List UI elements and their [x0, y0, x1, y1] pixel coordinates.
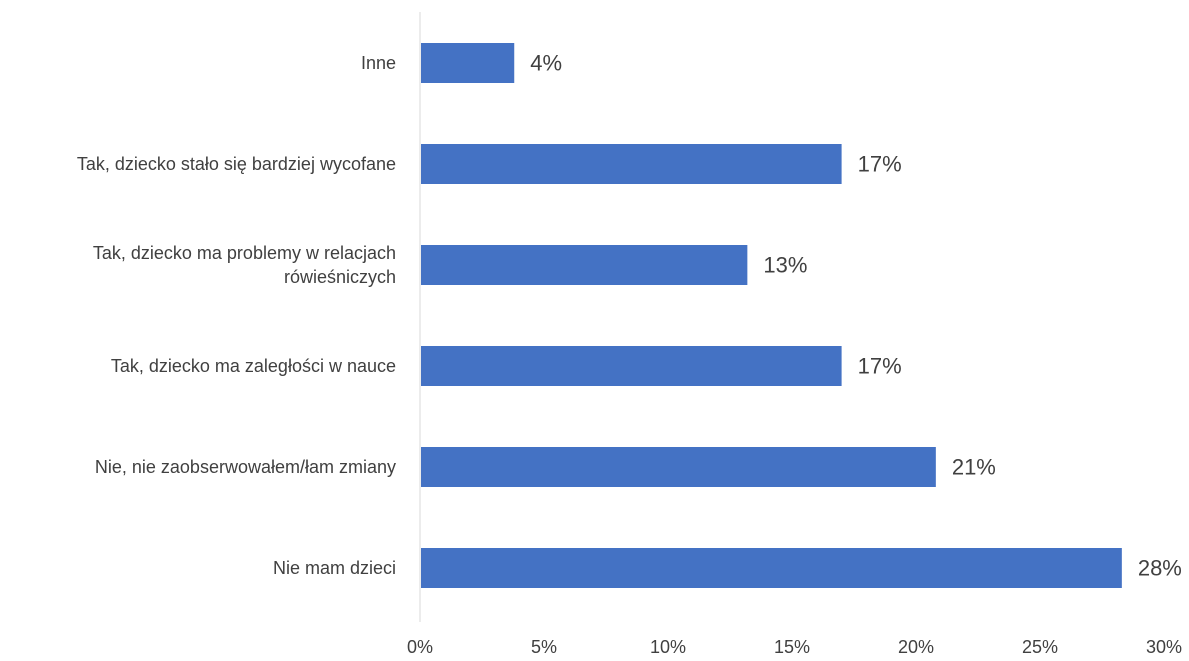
bar [421, 548, 1122, 588]
data-label: 21% [952, 455, 996, 480]
bar [421, 346, 842, 386]
x-tick-label: 20% [898, 637, 934, 657]
x-tick-label: 25% [1022, 637, 1058, 657]
bar [421, 447, 936, 487]
category-label: Tak, dziecko ma zaległości w nauce [111, 356, 396, 376]
category-labels: Inne Tak, dziecko stało się bardziej wyco… [77, 53, 396, 578]
category-label: Tak, dziecko stało się bardziej wycofane [77, 154, 396, 174]
category-label-line: Nie mam dzieci [273, 558, 396, 578]
category-label: Nie mam dzieci [273, 558, 396, 578]
category-label-line: Tak, dziecko stało się bardziej wycofane [77, 154, 396, 174]
category-label-line: Tak, dziecko ma problemy w relacjach [93, 243, 396, 263]
data-label: 28% [1138, 556, 1182, 581]
category-label-line: Inne [361, 53, 396, 73]
x-tick-label: 0% [407, 637, 433, 657]
x-tick-label: 30% [1146, 637, 1182, 657]
data-label: 17% [858, 354, 902, 379]
x-axis-tick-labels: 0% 5% 10% 15% 20% 25% 30% [407, 637, 1182, 657]
x-tick-label: 5% [531, 637, 557, 657]
x-tick-label: 15% [774, 637, 810, 657]
category-label-line: Tak, dziecko ma zaległości w nauce [111, 356, 396, 376]
data-label: 17% [858, 152, 902, 177]
data-label: 13% [763, 253, 807, 278]
bar [421, 43, 515, 83]
bar [421, 245, 748, 285]
data-labels: 4% 17% 13% 17% 21% 28% [530, 51, 1182, 581]
data-label: 4% [530, 51, 562, 76]
category-label: Inne [361, 53, 396, 73]
category-label: Nie, nie zaobserwowałem/łam zmiany [95, 457, 396, 477]
category-label-line: Nie, nie zaobserwowałem/łam zmiany [95, 457, 396, 477]
bar [421, 144, 842, 184]
x-tick-label: 10% [650, 637, 686, 657]
category-label: Tak, dziecko ma problemy w relacjach rówi… [93, 243, 396, 287]
bars-layer [421, 43, 1122, 588]
category-label-line: rówieśniczych [284, 267, 396, 287]
